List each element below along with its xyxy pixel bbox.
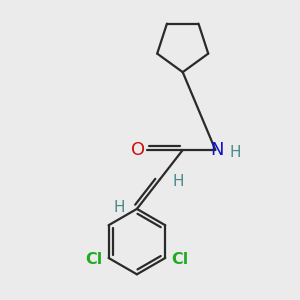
Text: H: H [230, 145, 242, 160]
Text: N: N [210, 141, 224, 159]
Text: Cl: Cl [85, 252, 103, 267]
Text: Cl: Cl [171, 252, 189, 267]
Text: O: O [130, 141, 145, 159]
Text: H: H [113, 200, 125, 215]
Text: H: H [172, 174, 184, 189]
